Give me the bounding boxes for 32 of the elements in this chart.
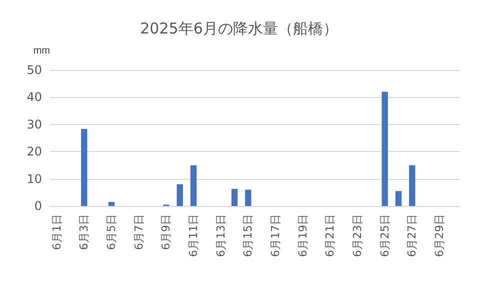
y-axis-title: mm: [33, 46, 50, 56]
bar: [395, 191, 402, 206]
bar: [190, 165, 197, 206]
x-tick-label: 6月17日: [269, 214, 282, 257]
bar: [81, 129, 88, 206]
x-tick-label: 6月29日: [433, 214, 446, 257]
bar: [108, 202, 115, 206]
x-tick-label: 6月7日: [132, 214, 146, 250]
x-tick-label: 6月23日: [351, 214, 364, 257]
x-tick-label: 6月21日: [324, 214, 337, 257]
y-tick-label: 0: [34, 199, 42, 213]
bar: [231, 188, 238, 206]
x-tick-label: 6月19日: [296, 214, 310, 257]
y-tick-label: 30: [26, 117, 42, 132]
bar: [176, 184, 183, 206]
bar: [245, 190, 252, 206]
y-tick-label: 20: [26, 144, 42, 159]
x-tick-label: 6月13日: [214, 214, 228, 257]
x-tick-label: 6月1日: [50, 214, 64, 250]
chart-title: 2025年6月の降水量（船橋）: [140, 20, 338, 38]
y-tick-label: 10: [26, 172, 42, 186]
bar: [409, 165, 416, 206]
x-tick-label: 6月9日: [160, 214, 173, 250]
bar: [382, 92, 388, 206]
x-tick-label: 6月27日: [406, 214, 419, 257]
x-tick-label: 6月11日: [187, 214, 200, 257]
x-tick-label: 6月15日: [242, 214, 255, 257]
x-tick-label: 6月25日: [378, 214, 392, 257]
x-tick-label: 6月3日: [78, 214, 91, 250]
y-tick-label: 40: [26, 90, 42, 104]
x-tick-label: 6月5日: [105, 214, 118, 250]
y-tick-label: 50: [26, 63, 42, 77]
